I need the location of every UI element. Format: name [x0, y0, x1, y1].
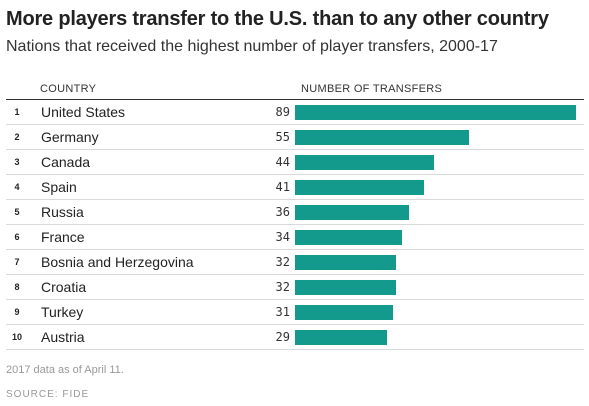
country-label: Austria: [41, 329, 85, 345]
table-row: 2 Germany 55: [6, 125, 584, 150]
bar-chart-rows: 1 United States 89 2 Germany 55 3 Canada 44 4 Spai…: [6, 100, 584, 350]
rank-label: 9: [14, 307, 20, 317]
rank-label: 4: [14, 182, 20, 192]
value-label: 44: [275, 155, 290, 169]
country-label: Turkey: [41, 304, 84, 320]
value-label: 31: [275, 305, 290, 319]
bar: [295, 230, 403, 245]
source-note: SOURCE: FIDE: [6, 389, 90, 400]
value-label: 55: [275, 130, 290, 144]
bar: [295, 130, 469, 145]
bar: [295, 205, 409, 220]
bar: [295, 255, 397, 270]
value-label: 36: [275, 205, 290, 219]
country-label: Bosnia and Herzegovina: [41, 254, 194, 270]
bar: [295, 330, 387, 345]
rank-label: 10: [11, 332, 22, 342]
table-row: 3 Canada 44: [6, 150, 584, 175]
table-row: 8 Croatia 32: [6, 275, 584, 300]
country-label: Canada: [41, 154, 91, 170]
value-label: 34: [275, 230, 290, 244]
country-label: United States: [41, 104, 126, 120]
bar: [295, 305, 393, 320]
rank-label: 3: [14, 157, 20, 167]
country-label: Germany: [41, 129, 99, 145]
table-row: 6 France 34: [6, 225, 584, 250]
table-row: 4 Spain 41: [6, 175, 584, 200]
country-label: Croatia: [41, 279, 87, 295]
rank-label: 8: [14, 282, 20, 292]
table-row: 7 Bosnia and Herzegovina 32: [6, 250, 584, 275]
table-row: 5 Russia 36: [6, 200, 584, 225]
bar: [295, 280, 397, 295]
value-label: 89: [275, 105, 290, 119]
table-row: 10 Austria 29: [6, 325, 584, 350]
rank-label: 2: [14, 132, 20, 142]
rank-label: 7: [14, 257, 20, 267]
bar: [295, 180, 425, 195]
chart-title: More players transfer to the U.S. than t…: [6, 8, 549, 30]
column-header-country: COUNTRY: [40, 83, 97, 95]
table-row: 1 United States 89: [6, 100, 584, 125]
country-label: Russia: [41, 204, 84, 220]
column-header-transfers: NUMBER OF TRANSFERS: [301, 83, 443, 95]
rank-label: 1: [14, 107, 20, 117]
country-label: France: [41, 229, 85, 245]
value-label: 32: [275, 280, 290, 294]
chart-subtitle: Nations that received the highest number…: [6, 38, 498, 55]
bar: [295, 155, 434, 170]
footnote: 2017 data as of April 11.: [6, 364, 124, 376]
bar: [295, 105, 576, 120]
country-label: Spain: [41, 179, 77, 195]
rank-label: 6: [14, 232, 20, 242]
value-label: 41: [275, 180, 290, 194]
value-label: 32: [275, 255, 290, 269]
rank-label: 5: [14, 207, 20, 217]
value-label: 29: [275, 330, 290, 344]
header-divider: [6, 99, 584, 100]
table-row: 9 Turkey 31: [6, 300, 584, 325]
